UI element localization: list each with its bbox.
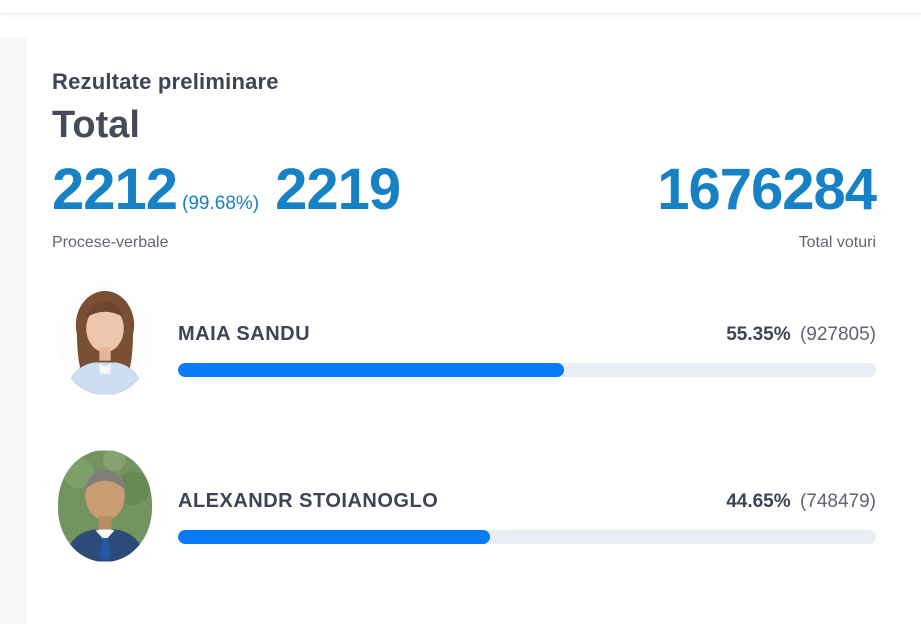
results-card [27,38,921,624]
candidate-name: MAIA SANDU [178,323,311,345]
candidate-name-line: MAIA SANDU 55.35% (927805) [178,323,876,346]
candidate-votes: (748479) [799,491,876,512]
protocols-percent-value: (99.68%) [182,193,260,214]
stoianoglo-portrait-illustration [58,450,152,562]
candidate-progress-track [178,363,876,377]
candidate-score: 44.65% (748479) [726,491,876,513]
candidate-percent: 44.65% [726,491,791,512]
page-left-gutter [0,38,27,624]
top-header-strip [0,0,921,14]
candidate-info-stoianoglo: ALEXANDR STOIANOGLO 44.65% (748479) [178,448,876,568]
candidate-votes: (927805) [799,324,876,345]
candidate-name-line: ALEXANDR STOIANOGLO 44.65% (748479) [178,490,876,513]
candidate-photo-stoianoglo [58,450,152,562]
candidate-row-sandu: MAIA SANDU 55.35% (927805) [0,281,921,401]
candidate-photo-sandu [58,283,152,395]
candidate-score: 55.35% (927805) [726,324,876,346]
protocols-counted-value: 2212 [52,157,178,222]
candidate-percent: 55.35% [726,324,791,345]
candidate-progress-track [178,530,876,544]
page-title: Rezultate preliminare [52,69,279,94]
section-title: Total [52,104,140,146]
summary-numbers-row: 2212 (99.68%) 2219 1676284 [52,157,877,222]
candidate-info-sandu: MAIA SANDU 55.35% (927805) [178,281,876,401]
candidate-progress-fill [178,530,490,544]
candidate-progress-fill [178,363,565,377]
total-votes-label: Total voturi [798,234,876,251]
summary-labels-row: Procese-verbale Total voturi [52,234,876,252]
candidate-row-stoianoglo: ALEXANDR STOIANOGLO 44.65% (748479) [0,448,921,568]
protocols-total-value: 2219 [275,157,401,222]
total-votes-value: 1676284 [657,157,877,222]
sandu-portrait-illustration [58,283,152,395]
protocols-label: Procese-verbale [52,234,169,251]
candidate-name: ALEXANDR STOIANOGLO [178,490,439,512]
